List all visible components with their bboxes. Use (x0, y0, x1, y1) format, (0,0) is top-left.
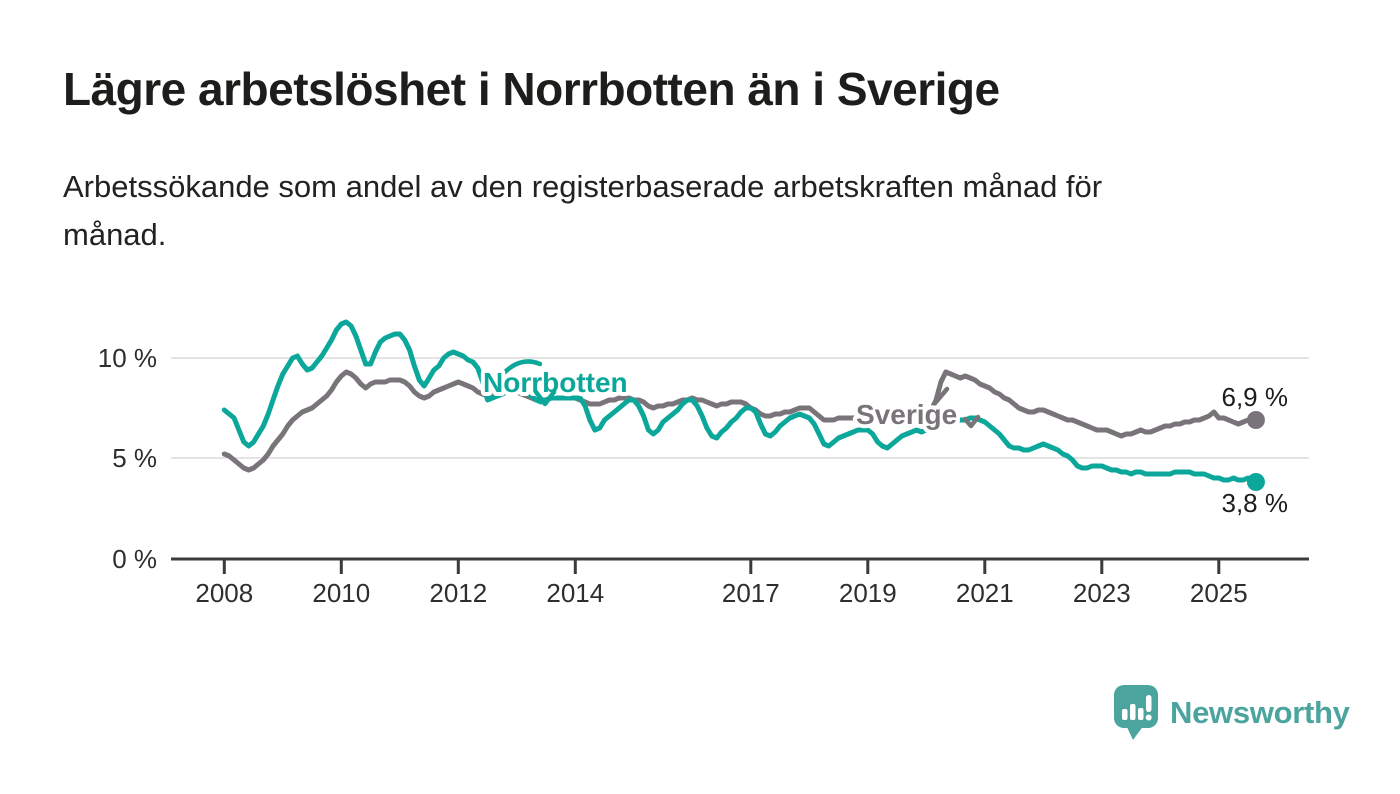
x-axis-labels: 2008 2010 2012 2014 2017 2019 2021 2023 2025 (195, 578, 1247, 608)
y-tick-label-10: 10 % (98, 343, 157, 373)
line-norrbotten (221, 319, 1256, 485)
y-tick-label-5: 5 % (112, 443, 157, 473)
newsworthy-logo: Newsworthy (1113, 684, 1350, 742)
sverige-series-label: Sverige (856, 399, 957, 430)
x-tick-label-2008: 2008 (195, 578, 253, 608)
x-tick-label-2023: 2023 (1073, 578, 1131, 608)
series-lines (221, 319, 1256, 485)
subtitle-line-2: månad. (63, 217, 167, 252)
norrbotten-series-label: Norrbotten (483, 367, 628, 398)
chart-subtitle: Arbetssökande som andel av den registerb… (63, 163, 1102, 259)
x-tick-label-2012: 2012 (429, 578, 487, 608)
endpoint-dot-norrbotten (1246, 473, 1265, 491)
newsworthy-logo-icon (1114, 685, 1158, 740)
x-tick-label-2021: 2021 (956, 578, 1014, 608)
x-tick-label-2025: 2025 (1190, 578, 1248, 608)
speech-bubble-tail (1126, 725, 1144, 740)
page-title: Lägre arbetslöshet i Norrbotten än i Sve… (63, 63, 1000, 115)
sverige-annotation-arrowhead (962, 414, 981, 429)
sverige-end-value-label: 6,9 % (1222, 382, 1289, 412)
norrbotten-end-value-label: 3,8 % (1222, 488, 1289, 518)
norrbotten-annotation-arrowhead (533, 389, 557, 407)
subtitle-line-1: Arbetssökande som andel av den registerb… (63, 169, 1103, 204)
line-sverige (221, 369, 1256, 473)
x-axis-ticks (222, 559, 1221, 574)
x-tick-label-2014: 2014 (546, 578, 604, 608)
sverige-annotation-arrow-tail (933, 386, 950, 405)
endpoint-dot-sverige (1246, 411, 1265, 429)
x-tick-label-2019: 2019 (839, 578, 897, 608)
y-tick-label-0: 0 % (112, 544, 157, 574)
newsworthy-logo-text: Newsworthy (1170, 695, 1350, 730)
norrbotten-annotation-arrow-arc (501, 359, 543, 376)
endpoint-dots (1246, 411, 1265, 491)
x-tick-label-2017: 2017 (722, 578, 780, 608)
x-tick-label-2010: 2010 (312, 578, 370, 608)
